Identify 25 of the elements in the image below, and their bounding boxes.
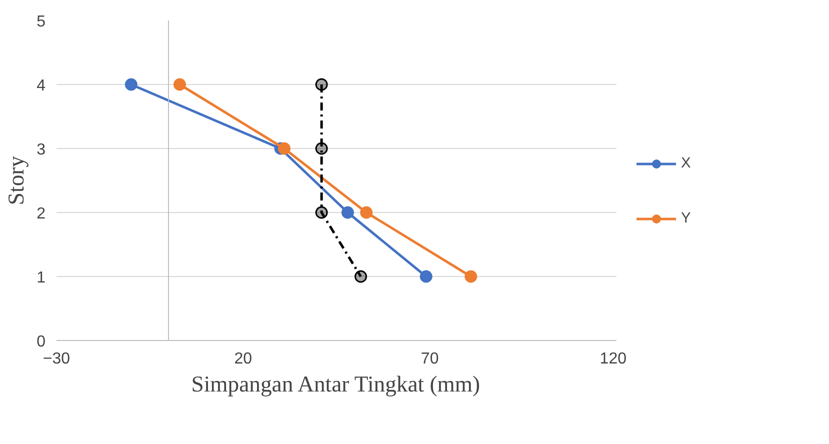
x-axis-title: Simpangan Antar Tingkat (mm) (191, 372, 480, 396)
point (124, 78, 138, 91)
x-tick-label: −30 (42, 350, 70, 368)
y-tick-label: 3 (36, 142, 46, 158)
y-tick-label: 5 (36, 14, 46, 30)
x-tick-label: 20 (234, 350, 252, 368)
legend-label: Y (681, 210, 692, 226)
point (360, 206, 373, 219)
point (420, 270, 432, 283)
legend-label: X (681, 155, 692, 171)
x-tick-label: 70 (420, 350, 439, 368)
point (315, 142, 328, 155)
y-axis-title: Story (4, 155, 28, 206)
point (464, 270, 478, 283)
y-tick-label: 2 (36, 206, 46, 222)
point (341, 206, 354, 219)
y-tick-label: 0 (36, 334, 46, 350)
x-tick-label: 120 (600, 350, 627, 368)
point (315, 206, 328, 219)
y-tick-label: 1 (36, 270, 46, 286)
y-tick-label: 4 (36, 78, 46, 94)
point (315, 78, 328, 91)
point (354, 270, 368, 283)
point (173, 78, 186, 91)
point (278, 142, 290, 155)
